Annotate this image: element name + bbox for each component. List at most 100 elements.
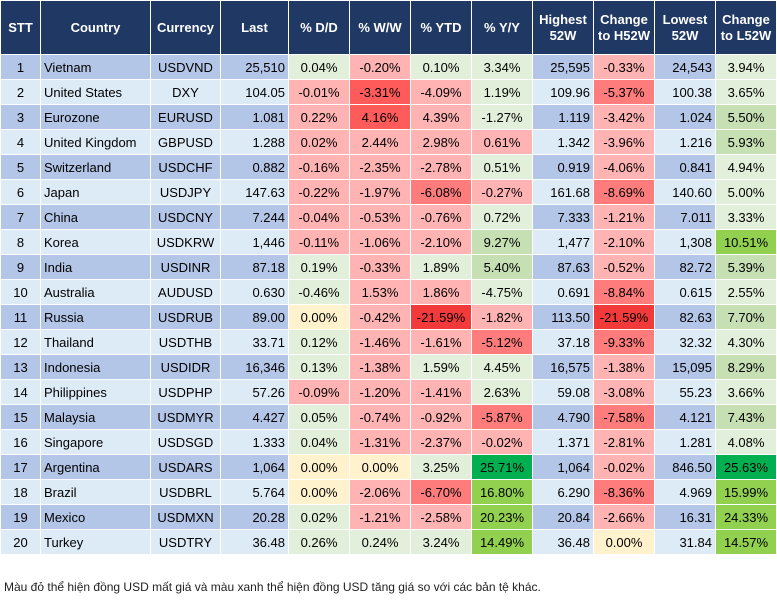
cell-change-to-l52w: 25.63% xyxy=(715,454,777,480)
cell-change-to-l52w: 4.08% xyxy=(715,429,777,455)
cell-pct-yy: 25.71% xyxy=(471,454,533,480)
cell-country: India xyxy=(40,254,151,280)
table-row[interactable]: 14 Philippines USDPHP 57.26 -0.09% -1.20% -1.4… xyxy=(0,379,777,405)
cell-highest-52w: 1,477 xyxy=(532,229,594,255)
cell-last: 16,346 xyxy=(220,354,289,380)
cell-pct-ytd: -6.70% xyxy=(410,479,472,505)
cell-change-to-h52w: -1.38% xyxy=(593,354,655,380)
table-row[interactable]: 8 Korea USDKRW 1,446 -0.11% -1.06% -2.10% 9.27%… xyxy=(0,229,777,255)
column-header-currency[interactable]: Currency xyxy=(150,0,221,55)
cell-change-to-l52w: 2.55% xyxy=(715,279,777,305)
cell-pct-yy: 0.72% xyxy=(471,204,533,230)
cell-pct-dd: 0.22% xyxy=(288,104,350,130)
column-header-last[interactable]: Last xyxy=(220,0,289,55)
cell-change-to-h52w: -2.66% xyxy=(593,504,655,530)
cell-country: Vietnam xyxy=(40,54,151,80)
cell-currency: USDMYR xyxy=(150,404,221,430)
column-header-stt[interactable]: STT xyxy=(0,0,41,55)
cell-country: Indonesia xyxy=(40,354,151,380)
cell-change-to-l52w: 10.51% xyxy=(715,229,777,255)
cell-currency: USDINR xyxy=(150,254,221,280)
cell-currency: USDTRY xyxy=(150,529,221,555)
table-row[interactable]: 4 United Kingdom GBPUSD 1.288 0.02% 2.44% 2.98… xyxy=(0,129,777,155)
cell-change-to-l52w: 3.94% xyxy=(715,54,777,80)
cell-lowest-52w: 1.024 xyxy=(654,104,716,130)
cell-last: 147.63 xyxy=(220,179,289,205)
column-header-change-to-h52w[interactable]: Change to H52W xyxy=(593,0,655,55)
table-row[interactable]: 1 Vietnam USDVND 25,510 0.04% -0.20% 0.10% 3.34… xyxy=(0,54,777,80)
cell-pct-ytd: 0.10% xyxy=(410,54,472,80)
table-row[interactable]: 13 Indonesia USDIDR 16,346 0.13% -1.38% 1.59% 4… xyxy=(0,354,777,380)
cell-currency: USDVND xyxy=(150,54,221,80)
table-row[interactable]: 10 Australia AUDUSD 0.630 -0.46% 1.53% 1.86% -4… xyxy=(0,279,777,305)
column-header-lowest-52w[interactable]: Lowest 52W xyxy=(654,0,716,55)
table-row[interactable]: 11 Russia USDRUB 89.00 0.00% -0.42% -21.59% -1.… xyxy=(0,304,777,330)
cell-pct-dd: 0.00% xyxy=(288,454,350,480)
cell-stt: 7 xyxy=(0,204,41,230)
table-row[interactable]: 2 United States DXY 104.05 -0.01% -3.31% -4.09… xyxy=(0,79,777,105)
cell-stt: 14 xyxy=(0,379,41,405)
cell-change-to-l52w: 7.43% xyxy=(715,404,777,430)
cell-currency: USDCHF xyxy=(150,154,221,180)
cell-highest-52w: 6.290 xyxy=(532,479,594,505)
cell-stt: 6 xyxy=(0,179,41,205)
cell-highest-52w: 20.84 xyxy=(532,504,594,530)
cell-lowest-52w: 140.60 xyxy=(654,179,716,205)
cell-pct-ww: -1.46% xyxy=(349,329,411,355)
cell-highest-52w: 1.342 xyxy=(532,129,594,155)
table-row[interactable]: 9 India USDINR 87.18 0.19% -0.33% 1.89% 5.40% 87… xyxy=(0,254,777,280)
column-header-pct-ww[interactable]: % W/W xyxy=(349,0,411,55)
cell-stt: 8 xyxy=(0,229,41,255)
cell-last: 0.630 xyxy=(220,279,289,305)
cell-change-to-h52w: -5.37% xyxy=(593,79,655,105)
cell-lowest-52w: 0.615 xyxy=(654,279,716,305)
cell-pct-ytd: -2.10% xyxy=(410,229,472,255)
cell-last: 87.18 xyxy=(220,254,289,280)
cell-last: 1.333 xyxy=(220,429,289,455)
table-row[interactable]: 18 Brazil USDBRL 5.764 0.00% -2.06% -6.70% 16.8… xyxy=(0,479,777,505)
column-header-highest-52w[interactable]: Highest 52W xyxy=(532,0,594,55)
cell-pct-dd: 0.00% xyxy=(288,479,350,505)
table-row[interactable]: 16 Singapore USDSGD 1.333 0.04% -1.31% -2.37% -… xyxy=(0,429,777,455)
cell-last: 5.764 xyxy=(220,479,289,505)
cell-stt: 16 xyxy=(0,429,41,455)
currency-table: STT Country Currency Last% D/D% W/W% YTD% Y… xyxy=(0,0,777,555)
cell-stt: 9 xyxy=(0,254,41,280)
table-row[interactable]: 7 China USDCNY 7.244 -0.04% -0.53% -0.76% 0.72%… xyxy=(0,204,777,230)
cell-highest-52w: 0.919 xyxy=(532,154,594,180)
cell-change-to-l52w: 15.99% xyxy=(715,479,777,505)
cell-highest-52w: 113.50 xyxy=(532,304,594,330)
column-header-pct-dd[interactable]: % D/D xyxy=(288,0,350,55)
cell-last: 104.05 xyxy=(220,79,289,105)
cell-stt: 2 xyxy=(0,79,41,105)
table-row[interactable]: 17 Argentina USDARS 1,064 0.00% 0.00% 3.25% 25.… xyxy=(0,454,777,480)
cell-last: 89.00 xyxy=(220,304,289,330)
cell-change-to-h52w: 0.00% xyxy=(593,529,655,555)
cell-country: United Kingdom xyxy=(40,129,151,155)
cell-pct-yy: 1.19% xyxy=(471,79,533,105)
cell-pct-dd: 0.26% xyxy=(288,529,350,555)
cell-currency: DXY xyxy=(150,79,221,105)
cell-pct-ww: -3.31% xyxy=(349,79,411,105)
table-row[interactable]: 20 Turkey USDTRY 36.48 0.26% 0.24% 3.24% 14.49%… xyxy=(0,529,777,555)
cell-country: Brazil xyxy=(40,479,151,505)
cell-stt: 10 xyxy=(0,279,41,305)
table-row[interactable]: 19 Mexico USDMXN 20.28 0.02% -1.21% -2.58% 20.2… xyxy=(0,504,777,530)
cell-lowest-52w: 100.38 xyxy=(654,79,716,105)
cell-change-to-h52w: -0.52% xyxy=(593,254,655,280)
column-header-pct-yy[interactable]: % Y/Y xyxy=(471,0,533,55)
cell-pct-yy: 20.23% xyxy=(471,504,533,530)
cell-pct-ww: -2.06% xyxy=(349,479,411,505)
cell-currency: USDSGD xyxy=(150,429,221,455)
column-header-country[interactable]: Country xyxy=(40,0,151,55)
table-row[interactable]: 12 Thailand USDTHB 33.71 0.12% -1.46% -1.61% -5… xyxy=(0,329,777,355)
table-row[interactable]: 5 Switzerland USDCHF 0.882 -0.16% -2.35% -2.78… xyxy=(0,154,777,180)
column-header-change-to-l52w[interactable]: Change to L52W xyxy=(715,0,777,55)
table-row[interactable]: 6 Japan USDJPY 147.63 -0.22% -1.97% -6.08% -0.2… xyxy=(0,179,777,205)
cell-last: 4.427 xyxy=(220,404,289,430)
cell-change-to-l52w: 5.50% xyxy=(715,104,777,130)
table-row[interactable]: 15 Malaysia USDMYR 4.427 0.05% -0.74% -0.92% -5… xyxy=(0,404,777,430)
table-row[interactable]: 3 Eurozone EURUSD 1.081 0.22% 4.16% 4.39% -1.27… xyxy=(0,104,777,130)
column-header-pct-ytd[interactable]: % YTD xyxy=(410,0,472,55)
cell-change-to-h52w: -2.10% xyxy=(593,229,655,255)
